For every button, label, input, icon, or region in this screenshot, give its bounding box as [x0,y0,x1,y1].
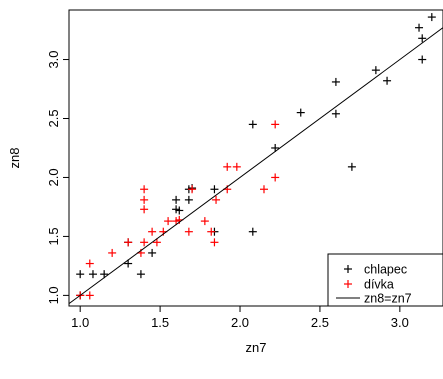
point-1-8 [140,195,149,204]
y-tick-label-2: 2.0 [46,168,61,186]
point-0-12 [184,195,193,204]
point-0-10 [175,206,184,215]
point-1-9 [140,185,149,194]
y-axis-label: zn8 [7,148,22,169]
legend-label-fit-line: zn8=zn7 [364,292,412,306]
point-0-1 [76,270,85,279]
y-tick-label-1: 1.5 [46,227,61,245]
point-0-19 [296,108,305,117]
point-0-22 [347,162,356,171]
point-1-26 [271,120,280,129]
point-1-6 [140,238,149,247]
legend-marker-1 [344,280,352,288]
point-0-18 [271,143,280,152]
point-1-22 [223,162,232,171]
point-1-20 [210,238,219,247]
point-1-17 [188,185,197,194]
point-0-26 [418,34,427,43]
point-0-23 [371,66,380,75]
data-points [76,13,436,300]
point-1-21 [212,195,221,204]
point-0-28 [427,13,436,22]
y-axis: 1.0 1.5 2.0 2.5 3.0 [46,50,69,304]
point-0-21 [331,109,340,118]
point-0-15 [210,185,219,194]
point-0-2 [88,270,97,279]
point-1-1 [85,259,94,268]
point-1-18 [200,217,209,226]
point-0-7 [148,248,157,257]
point-1-27 [271,173,280,182]
point-0-3 [100,270,109,279]
x-tick-label-3: 2.5 [311,315,329,330]
point-1-13 [164,217,173,226]
x-tick-label-2: 2.0 [231,315,249,330]
point-1-11 [152,238,161,247]
point-0-17 [248,227,257,236]
point-1-24 [232,162,241,171]
point-0-24 [383,76,392,85]
y-tick-label-4: 3.0 [46,50,61,68]
plot-frame [68,9,443,307]
point-0-25 [415,23,424,32]
y-tick-label-3: 2.5 [46,109,61,127]
y-tick-label-0: 1.0 [46,286,61,304]
legend-box [327,253,443,307]
point-0-4 [124,259,133,268]
x-tick-label-4: 3.0 [391,315,409,330]
point-1-16 [184,227,193,236]
point-0-9 [172,195,181,204]
point-1-25 [259,185,268,194]
legend-marker-0 [344,265,352,273]
legend-label-0: chlapec [364,263,407,277]
point-1-10 [148,227,157,236]
point-0-20 [331,77,340,86]
point-0-27 [418,55,427,64]
x-tick-label-0: 1.0 [71,315,89,330]
legend-label-1: dívka [364,278,394,292]
point-0-16 [248,120,257,129]
x-axis: 1.0 1.5 2.0 2.5 3.0 [71,306,409,330]
fit-line [68,27,443,305]
x-tick-label-1: 1.5 [151,315,169,330]
point-1-19 [207,227,216,236]
x-axis-label: zn7 [246,340,267,355]
point-0-6 [136,270,145,279]
point-1-4 [124,238,133,247]
point-1-2 [85,291,94,300]
point-1-7 [140,205,149,214]
point-1-3 [108,248,117,257]
